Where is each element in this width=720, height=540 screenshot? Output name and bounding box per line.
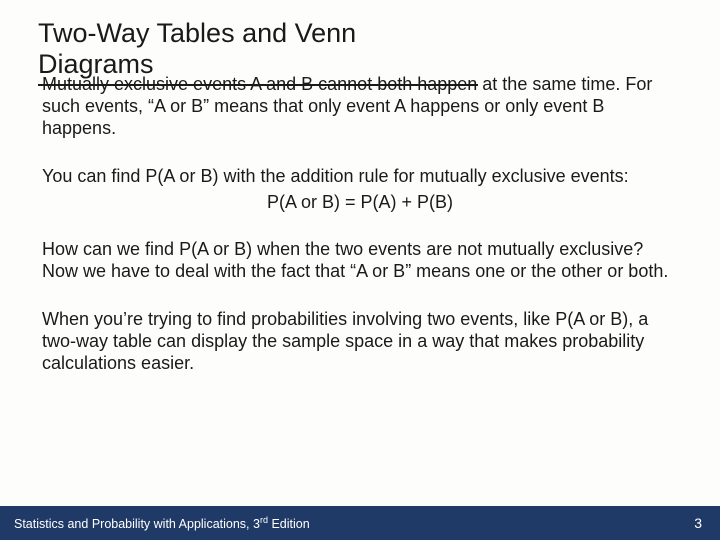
footer-book-title: Statistics and Probability with Applicat… [14,515,310,531]
footer-book-prefix: Statistics and Probability with Applicat… [14,517,260,531]
paragraph-1: Mutually exclusive events A and B cannot… [42,74,678,140]
slide-body: Mutually exclusive events A and B cannot… [42,74,678,401]
paragraph-2: You can find P(A or B) with the addition… [42,166,678,188]
footer-ordinal: rd [260,515,268,525]
formula: P(A or B) = P(A) + P(B) [42,192,678,213]
footer-bar: Statistics and Probability with Applicat… [0,506,720,540]
slide: Two-Way Tables and Venn Diagrams Mutuall… [0,0,720,540]
footer-book-suffix: Edition [268,517,310,531]
paragraph-3: How can we find P(A or B) when the two e… [42,239,678,283]
page-number: 3 [694,515,702,531]
paragraph-4: When you’re trying to find probabilities… [42,309,678,375]
